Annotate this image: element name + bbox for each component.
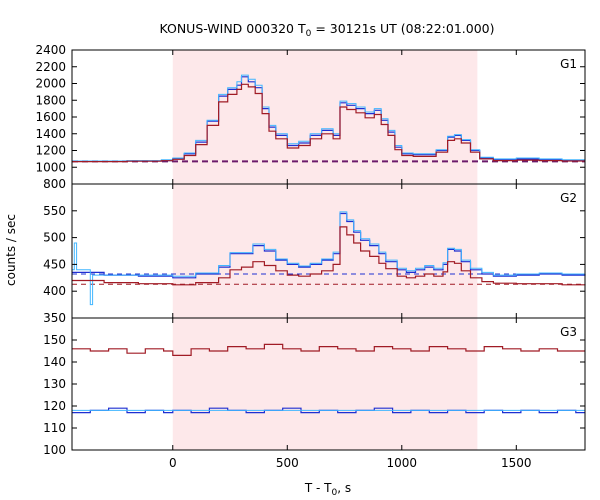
y-tick-label-g1: 2400: [35, 43, 66, 57]
chart-title-subscript: 0: [306, 29, 312, 39]
chart-title-suffix: = 30121s UT (08:22:01.000): [311, 21, 494, 36]
x-axis-title-suffix: , s: [337, 481, 351, 495]
panel-g2: 350 400 450 500 550 G2: [43, 183, 586, 325]
panel-label-g3: G3: [560, 325, 577, 339]
series-red-g2: [72, 226, 586, 286]
x-tick-label: 1500: [501, 456, 532, 470]
y-tick-label-g1: 1600: [35, 110, 66, 124]
y-tick-label-g1: 1200: [35, 144, 66, 158]
series-red-g3: [72, 343, 585, 356]
y-tick-label-g3: 120: [43, 399, 66, 413]
highlight-region-g3: [172, 318, 478, 450]
y-tick-label-g3: 150: [43, 333, 66, 347]
panel-label-g2: G2: [560, 191, 577, 205]
x-tick-label: 500: [276, 456, 299, 470]
panel-label-g1: G1: [560, 57, 577, 71]
y-tick-label-g1: 1800: [35, 93, 66, 107]
y-tick-label-g2: 450: [43, 257, 66, 271]
y-tick-label-g1: 1400: [35, 127, 66, 141]
x-axis-title-subscript: 0: [332, 488, 338, 498]
y-tick-label-g1: 2200: [35, 60, 66, 74]
y-tick-label-g2: 400: [43, 284, 66, 298]
highlight-region-g2: [172, 184, 478, 318]
x-tick-label: 1000: [387, 456, 418, 470]
y-axis-title: counts / sec: [4, 214, 18, 286]
panel-g1: 800 1000 1200 1400 1600 1800 2000 2200 2400 G1: [35, 43, 586, 191]
y-tick-label-g3: 140: [43, 355, 66, 369]
x-tick-label: 0: [169, 456, 177, 470]
y-tick-label-g3: 110: [43, 421, 66, 435]
series-light-blue-g2: [72, 211, 586, 306]
y-tick-label-g2: 500: [43, 231, 66, 245]
x-axis-title-prefix: T - T: [304, 481, 332, 495]
y-tick-label-g1: 800: [43, 177, 66, 191]
x-axis-title: T - T0, s: [304, 481, 351, 498]
y-tick-label-g2: 550: [43, 204, 66, 218]
chart-title-prefix: KONUS-WIND 000320 T: [159, 21, 305, 36]
y-tick-label-g3: 100: [43, 443, 66, 457]
chart-title: KONUS-WIND 000320 T0 = 30121s UT (08:22:…: [159, 21, 494, 39]
y-tick-label-g3: 130: [43, 377, 66, 391]
series-red-g1: [72, 83, 585, 163]
panel-g3: 100 110 120 130 140 150 G3: [43, 317, 586, 457]
y-tick-label-g1: 1000: [35, 160, 66, 174]
y-tick-label-g2: 350: [43, 311, 66, 325]
y-tick-label-g1: 2000: [35, 77, 66, 91]
